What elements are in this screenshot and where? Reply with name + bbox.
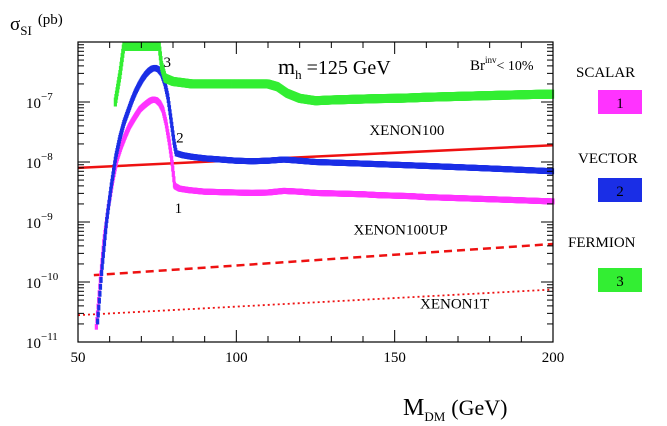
series-1-mark (172, 176, 175, 182)
branching-ratio-main: Br (470, 58, 485, 74)
x-tick-label: 100 (225, 350, 248, 366)
y-tick-label: 10−11 (26, 331, 58, 352)
legend: SCALAR 1 VECTOR 2 FERMION 3 (568, 65, 642, 292)
series-2-mark (103, 240, 106, 246)
series-1-mark (95, 324, 98, 330)
bound-label-xenon100: XENON100 (369, 123, 444, 139)
curve-label-1: 1 (175, 201, 183, 217)
series-2-mark (98, 298, 101, 304)
y-axis-title-main: σ (10, 14, 20, 35)
series-2-mark (101, 258, 104, 264)
legend-number-3: 3 (616, 274, 624, 290)
y-tick-label: 10−7 (26, 91, 53, 112)
series-2-mark (100, 270, 103, 276)
branching-ratio-sup: inv (485, 55, 497, 65)
higgs-mass-rest: =125 GeV (302, 57, 392, 79)
series-2-mark (102, 246, 105, 252)
curve-label-2: 2 (176, 131, 184, 147)
higgs-mass-main: m (278, 54, 295, 79)
legend-label-vector: VECTOR (578, 151, 638, 167)
higgs-mass-annotation: mh =125 GeV (278, 54, 391, 82)
x-axis-title: MDM (GeV) (403, 395, 508, 424)
y-axis-title-sub: SI (20, 23, 32, 38)
x-tick-label: 200 (542, 350, 565, 366)
data-layer: XENON100 XENON100UP XENON1T 1 2 3 (78, 42, 555, 330)
y-tick-label: 10−8 (26, 151, 53, 172)
curve-label-3: 3 (164, 55, 172, 71)
series-2-mark (97, 305, 100, 311)
series-2-mark (102, 252, 105, 258)
series-1 (95, 97, 555, 330)
x-axis-title-unit: (GeV) (451, 395, 507, 420)
x-axis-title-main: M (403, 395, 424, 421)
frame-layer: 50 100 150 200 10−11 10−10 10−9 10−8 10−7 (26, 42, 564, 366)
bound-line-xenon100up (94, 244, 553, 275)
y-axis-title: σSI (pb) (10, 12, 63, 38)
x-tick-label: 50 (71, 350, 86, 366)
series-2-mark (103, 234, 106, 240)
bound-label-xenon1t: XENON1T (420, 297, 489, 313)
series-2-mark (98, 291, 101, 297)
x-tick-label: 150 (383, 350, 406, 366)
legend-number-2: 2 (616, 184, 624, 200)
branching-ratio-rest: < 10% (497, 59, 534, 74)
y-tick-label: 10−10 (26, 271, 59, 292)
bound-label-xenon100up: XENON100UP (354, 222, 448, 238)
series-2-mark (105, 222, 108, 228)
series-2-mark (99, 284, 102, 290)
y-axis-title-unit: (pb) (38, 12, 63, 28)
branching-ratio-annotation: Brinv< 10% (470, 55, 534, 74)
series-2-mark (96, 318, 99, 324)
legend-label-fermion: FERMION (568, 235, 636, 251)
series-2-mark (97, 312, 100, 318)
series-1-mark (172, 171, 175, 177)
series-2-mark (104, 228, 107, 234)
series-2-mark (101, 264, 104, 270)
legend-label-scalar: SCALAR (576, 65, 635, 81)
x-axis-title-sub: DM (424, 409, 445, 424)
legend-number-1: 1 (616, 96, 624, 112)
series-1-mark (171, 166, 174, 172)
series-2-mark (99, 277, 102, 283)
y-tick-label: 10−9 (26, 211, 53, 232)
series-1-mark (171, 160, 174, 166)
